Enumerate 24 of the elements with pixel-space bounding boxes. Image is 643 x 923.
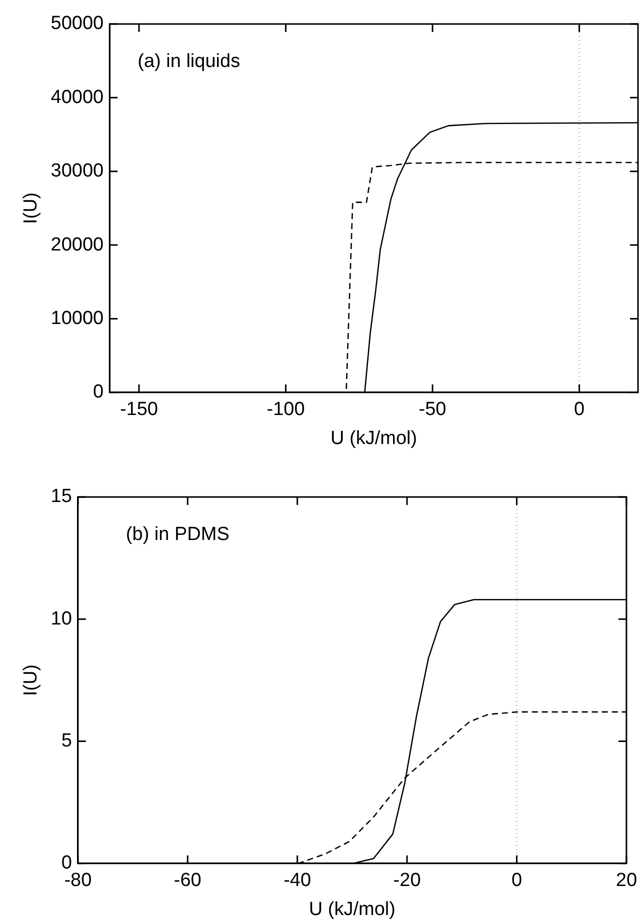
y-tick-label: 20000: [50, 234, 104, 256]
y-tick-label: 40000: [50, 86, 104, 108]
x-axis-title: U (kJ/mol): [330, 428, 418, 449]
x-tick-label: 20: [616, 870, 638, 892]
y-axis-title: I(U): [20, 192, 42, 224]
x-tick-label: -60: [174, 870, 202, 892]
x-tick-label: -50: [418, 399, 446, 420]
annotation: (b) in PDMS: [126, 524, 230, 546]
y-tick-label: 0: [93, 382, 104, 403]
y-tick-label: 5: [61, 730, 72, 752]
x-tick-label: -20: [393, 870, 421, 892]
y-tick-label: 15: [50, 486, 72, 508]
annotation: (a) in liquids: [138, 51, 240, 72]
x-tick-label: -40: [284, 870, 312, 892]
y-axis-title: I(U): [20, 664, 42, 696]
x-tick-label: 0: [574, 399, 585, 420]
x-tick-label: 0: [511, 870, 522, 892]
x-tick-label: -150: [120, 399, 158, 420]
x-axis-title: U (kJ/mol): [308, 898, 396, 920]
y-tick-label: 10000: [50, 308, 104, 329]
y-tick-label: 10: [50, 608, 72, 630]
y-tick-label: 30000: [50, 160, 104, 182]
y-tick-label: 50000: [50, 13, 104, 34]
x-tick-label: -100: [266, 399, 305, 420]
